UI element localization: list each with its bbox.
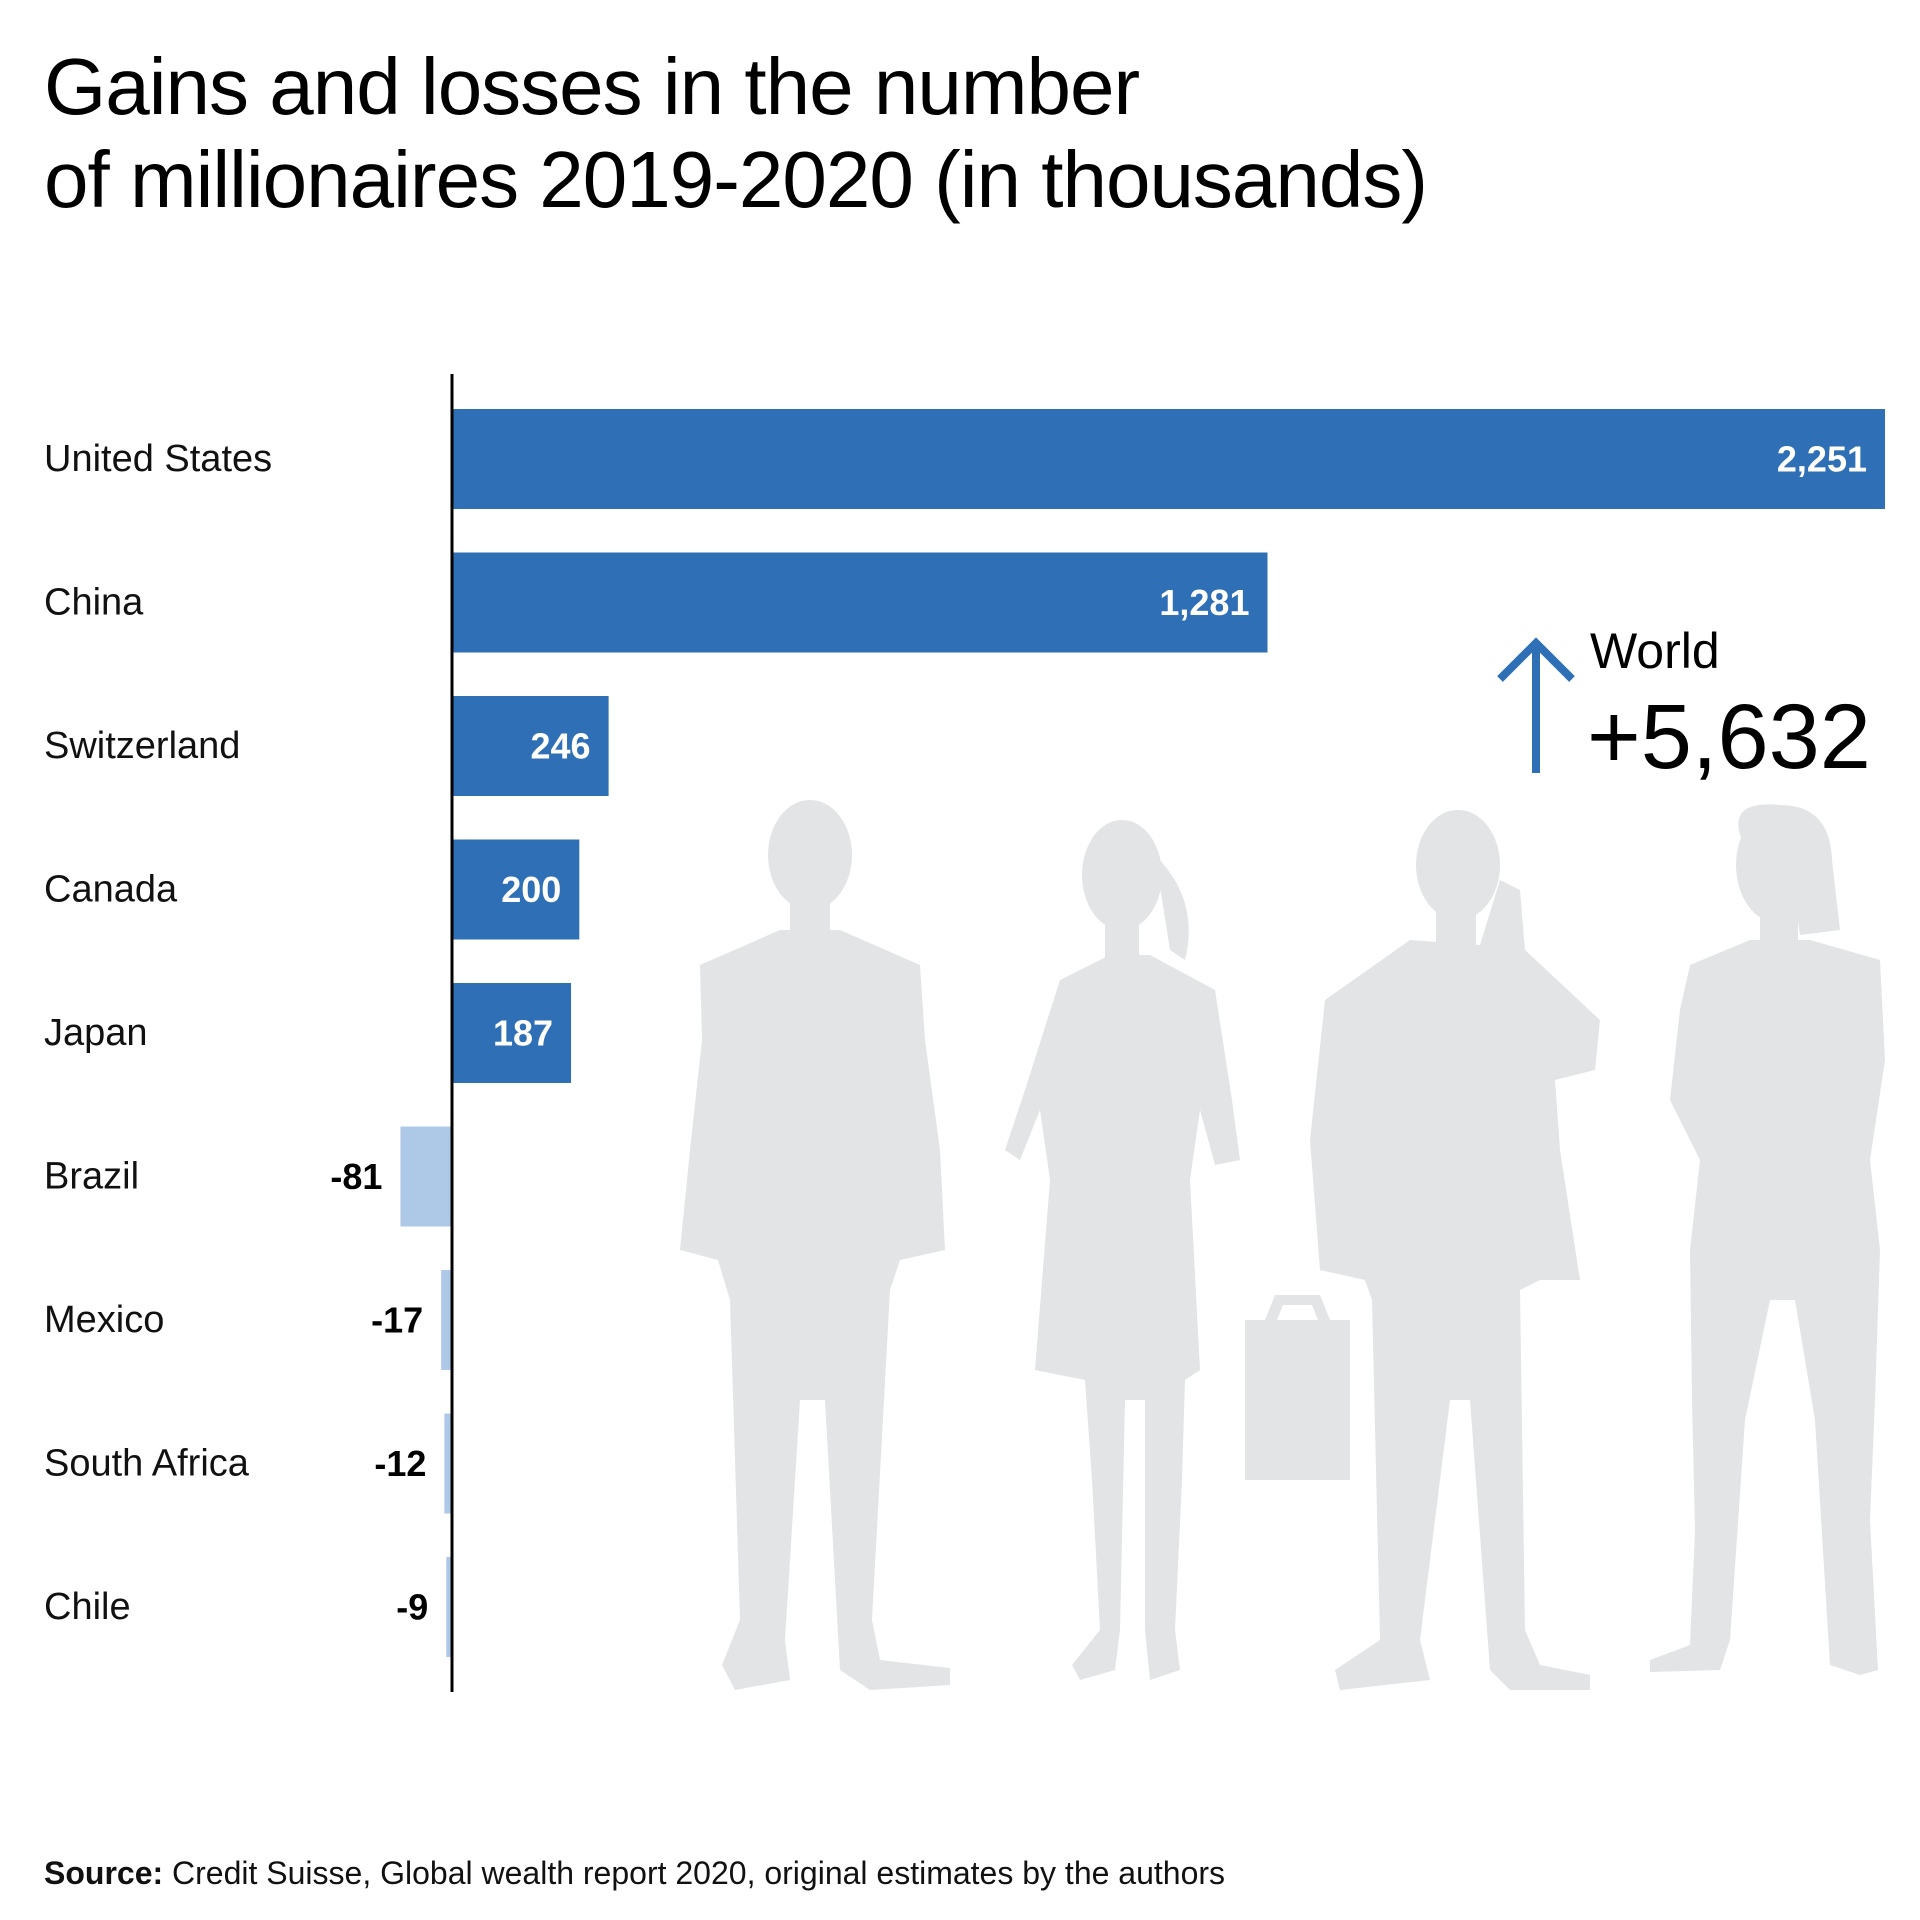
value-label-japan: 187: [493, 1013, 553, 1054]
silhouette-woman-1: [1005, 820, 1240, 1680]
chart-title-line-2: of millionaires 2019-2020 (in thousands): [44, 135, 1428, 224]
chart-title-line-1: Gains and losses in the number: [44, 42, 1140, 131]
silhouette-man-2: [1245, 810, 1600, 1690]
bar-switzerland: [452, 696, 609, 796]
silhouette-man-1: [680, 800, 950, 1690]
value-labels: 2,251 1,281 246 200 187 -81 -17 -12 -9: [330, 439, 1867, 1628]
value-label-china: 1,281: [1159, 582, 1249, 623]
bar-japan: [452, 983, 572, 1083]
businesspeople-silhouettes-icon: [680, 800, 1885, 1690]
category-label-china: China: [44, 582, 144, 624]
bar-united-states: [452, 409, 1885, 509]
value-label-south-africa: -12: [374, 1443, 426, 1484]
category-label-chile: Chile: [44, 1586, 131, 1628]
category-label-japan: Japan: [44, 1012, 148, 1054]
value-label-switzerland: 246: [531, 726, 591, 767]
world-label: World: [1590, 623, 1720, 679]
category-label-canada: Canada: [44, 869, 178, 911]
category-label-south-africa: South Africa: [44, 1443, 250, 1485]
bar-china: [452, 552, 1268, 653]
silhouette-woman-2: [1650, 804, 1885, 1675]
source-note: Source: Credit Suisse, Global wealth rep…: [44, 1855, 1225, 1892]
category-label-switzerland: Switzerland: [44, 725, 240, 767]
category-label-mexico: Mexico: [44, 1299, 164, 1341]
bars: [400, 409, 1885, 1657]
value-label-mexico: -17: [371, 1300, 423, 1341]
category-label-brazil: Brazil: [44, 1156, 139, 1198]
bar-chile: [446, 1557, 452, 1657]
source-text: Credit Suisse, Global wealth report 2020…: [163, 1855, 1226, 1891]
value-label-chile: -9: [396, 1587, 428, 1628]
world-annotation: World +5,632: [1497, 623, 1871, 788]
bar-canada: [452, 839, 580, 940]
bar-mexico: [441, 1270, 452, 1370]
category-labels: United States China Switzerland Canada Japan…: [44, 438, 272, 1628]
value-label-canada: 200: [501, 869, 561, 910]
bar-brazil: [400, 1126, 452, 1227]
bar-south-africa: [444, 1413, 452, 1514]
category-label-united-states: United States: [44, 438, 272, 480]
source-prefix: Source:: [44, 1855, 164, 1891]
world-value: +5,632: [1587, 686, 1871, 788]
value-label-brazil: -81: [330, 1156, 382, 1197]
up-arrow-icon: [1497, 637, 1575, 773]
value-label-united-states: 2,251: [1777, 439, 1867, 480]
